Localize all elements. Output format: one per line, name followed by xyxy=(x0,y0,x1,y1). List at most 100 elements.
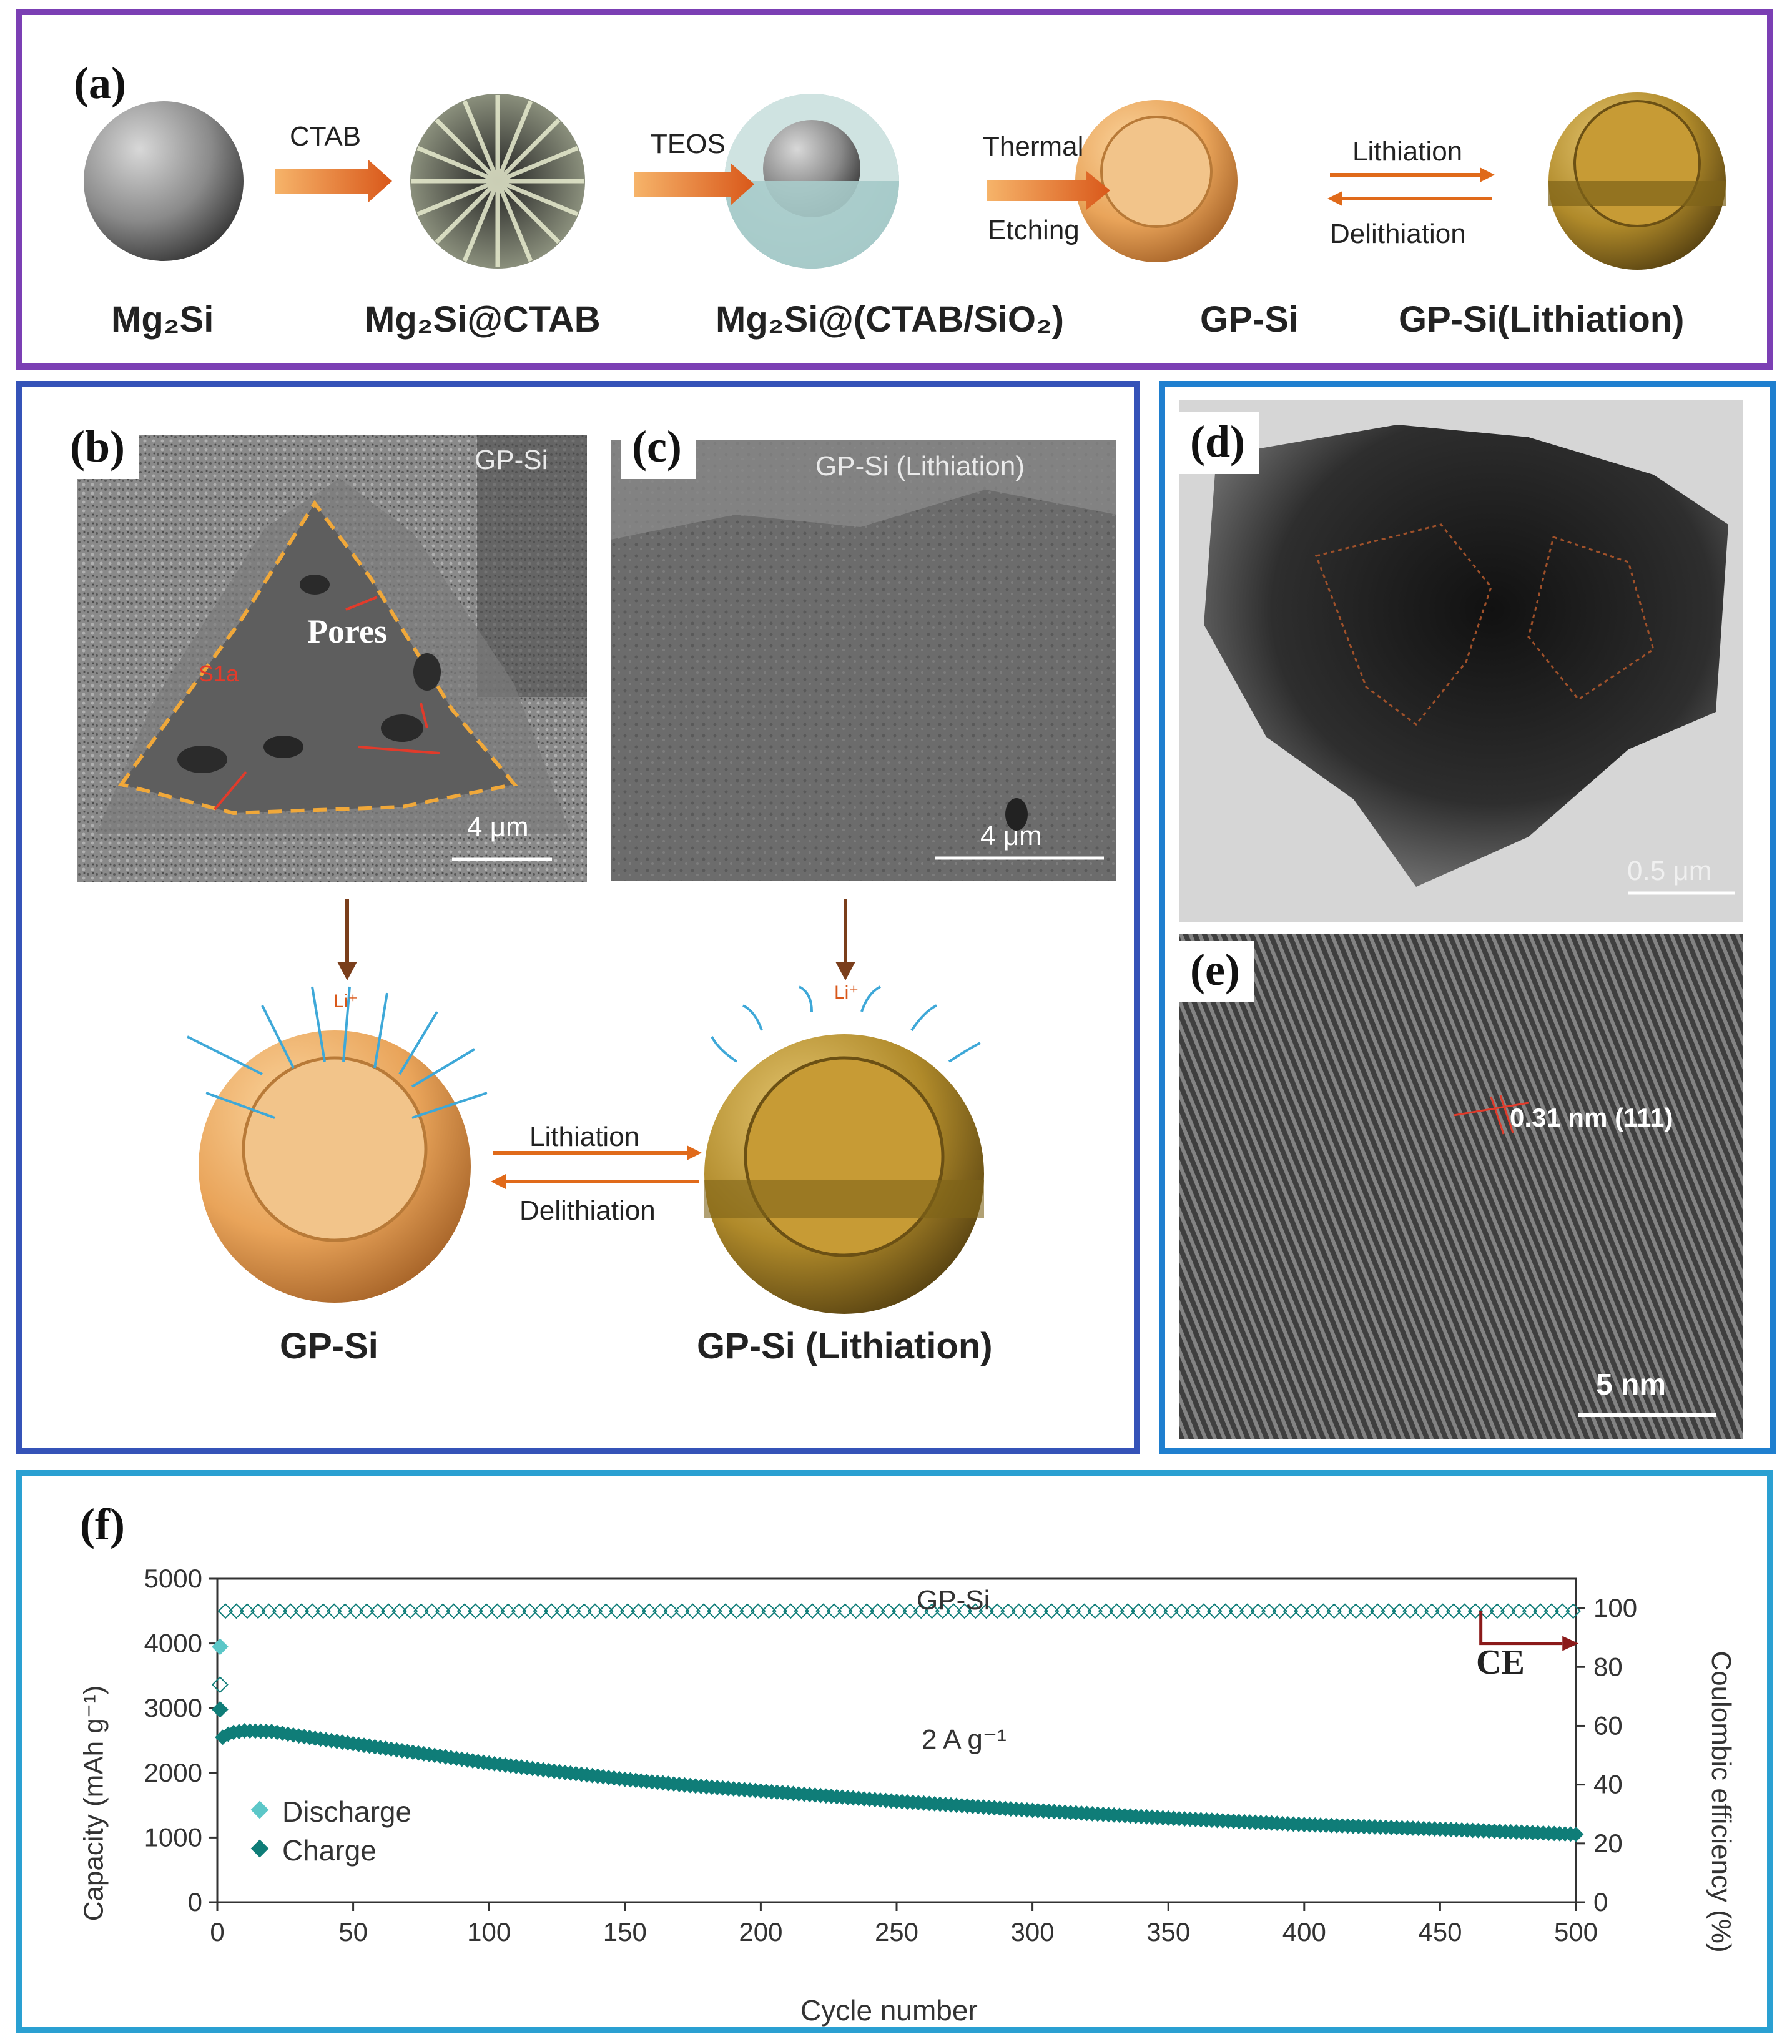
ce-point xyxy=(348,1603,364,1619)
ce-point xyxy=(554,1603,571,1619)
plot-area xyxy=(216,1577,1577,1903)
ce-point xyxy=(304,1603,320,1619)
y-axis-label-left: Capacity (mAh g⁻¹) xyxy=(78,1685,109,1922)
y2-tick-label: 80 xyxy=(1593,1652,1623,1681)
ce-point xyxy=(1239,1603,1255,1619)
ce-arrowhead xyxy=(1562,1636,1579,1651)
x-tick-label: 300 xyxy=(1011,1917,1055,1947)
ce-point xyxy=(1250,1603,1266,1619)
ce-point xyxy=(489,1603,505,1619)
panel-a-label: (a) xyxy=(74,58,126,108)
ce-point xyxy=(456,1603,473,1619)
ce-point xyxy=(804,1603,820,1619)
panel-bc-frame xyxy=(16,381,1140,1454)
sem-c-tag: GP-Si (Lithiation) xyxy=(815,451,1025,481)
ce-point xyxy=(707,1603,722,1619)
ce-point xyxy=(598,1603,614,1619)
s1a-label: S1a xyxy=(199,661,239,686)
ce-point xyxy=(739,1603,756,1619)
ce-point xyxy=(1543,1603,1560,1619)
discharge-point xyxy=(211,1638,229,1656)
ce-point xyxy=(1141,1603,1158,1619)
hrtem-image xyxy=(1179,934,1743,1439)
ce-point xyxy=(1087,1603,1103,1619)
ce-point xyxy=(1413,1603,1429,1619)
caption-gp-si-lithiation: GP-Si(Lithiation) xyxy=(1399,299,1685,340)
ce-point xyxy=(1304,1603,1321,1619)
ce-point xyxy=(1065,1603,1081,1619)
ce-point xyxy=(500,1603,516,1619)
ce-point xyxy=(1196,1603,1212,1619)
ce-point xyxy=(859,1603,875,1619)
ce-point xyxy=(848,1603,864,1619)
ce-point xyxy=(619,1603,636,1619)
ce-point xyxy=(891,1603,907,1619)
ce-point xyxy=(293,1603,310,1619)
ce-point xyxy=(1033,1603,1049,1619)
y2-tick-label: 60 xyxy=(1593,1711,1623,1740)
ce-point xyxy=(543,1603,559,1619)
ce-point xyxy=(272,1603,288,1619)
ce-point xyxy=(652,1603,668,1619)
ce-point xyxy=(370,1603,386,1619)
ce-point xyxy=(1511,1603,1527,1619)
series-annotation-gp-si: GP-Si xyxy=(917,1585,990,1616)
ce-point xyxy=(413,1603,429,1619)
ce-point xyxy=(380,1603,396,1619)
ce-point xyxy=(283,1603,298,1619)
ce-point xyxy=(1228,1603,1244,1619)
ce-point xyxy=(978,1603,995,1619)
ce-point xyxy=(211,1676,229,1693)
ce-point xyxy=(576,1603,592,1619)
bc-delithiation-label: Delithiation xyxy=(519,1195,656,1226)
ce-point xyxy=(880,1603,897,1619)
y-tick-label: 1000 xyxy=(144,1822,202,1852)
y-tick-label: 3000 xyxy=(144,1693,202,1722)
panel-e-label: (e) xyxy=(1179,941,1254,1002)
panel-c-label: (c) xyxy=(621,417,696,479)
ce-point xyxy=(913,1603,929,1619)
caption-gp-si-lithiation-large: GP-Si (Lithiation) xyxy=(697,1326,993,1366)
panel-f-label: (f) xyxy=(80,1499,125,1549)
ce-point xyxy=(478,1603,495,1619)
x-tick-label: 200 xyxy=(739,1917,782,1947)
x-tick-label: 250 xyxy=(875,1917,918,1947)
hrtem-scale: 5 nm xyxy=(1596,1368,1666,1401)
ce-point xyxy=(1381,1603,1397,1619)
panel-a-frame xyxy=(16,9,1773,370)
legend-charge: Charge xyxy=(282,1834,377,1867)
ce-point xyxy=(782,1603,799,1619)
sem-b-tag: GP-Si xyxy=(475,445,548,475)
arrow-etching-label: Etching xyxy=(988,215,1080,245)
ce-point xyxy=(935,1603,951,1619)
ce-point xyxy=(1120,1603,1136,1619)
panel-f-frame xyxy=(16,1470,1773,2033)
ce-point xyxy=(1218,1603,1234,1619)
x-tick-label: 350 xyxy=(1146,1917,1190,1947)
ce-point xyxy=(696,1603,712,1619)
arrow-lithiation-label: Lithiation xyxy=(1352,136,1463,167)
ce-arrow xyxy=(1479,1611,1563,1646)
ce-point xyxy=(239,1603,255,1619)
legend-discharge: Discharge xyxy=(282,1795,412,1828)
sem-image-gp-si xyxy=(77,435,587,882)
ce-point xyxy=(1206,1603,1223,1619)
li-ion-label-b: Li⁺ xyxy=(333,991,358,1012)
caption-gp-si: GP-Si xyxy=(1200,299,1299,340)
x-tick-label: 150 xyxy=(603,1917,647,1947)
y2-tick-label: 20 xyxy=(1593,1829,1623,1858)
ce-point xyxy=(446,1603,462,1619)
bc-schematic xyxy=(187,899,984,1314)
ce-point xyxy=(1282,1603,1299,1619)
caption-mg2si: Mg₂Si xyxy=(111,299,214,340)
ce-point xyxy=(1500,1603,1516,1619)
ce-point xyxy=(1424,1603,1440,1619)
ce-point xyxy=(1457,1603,1472,1619)
ce-point xyxy=(1055,1603,1070,1619)
ce-point xyxy=(1294,1603,1309,1619)
ce-point xyxy=(1337,1603,1353,1619)
ce-point xyxy=(663,1603,679,1619)
ce-point xyxy=(641,1603,657,1619)
ce-point xyxy=(1130,1603,1146,1619)
